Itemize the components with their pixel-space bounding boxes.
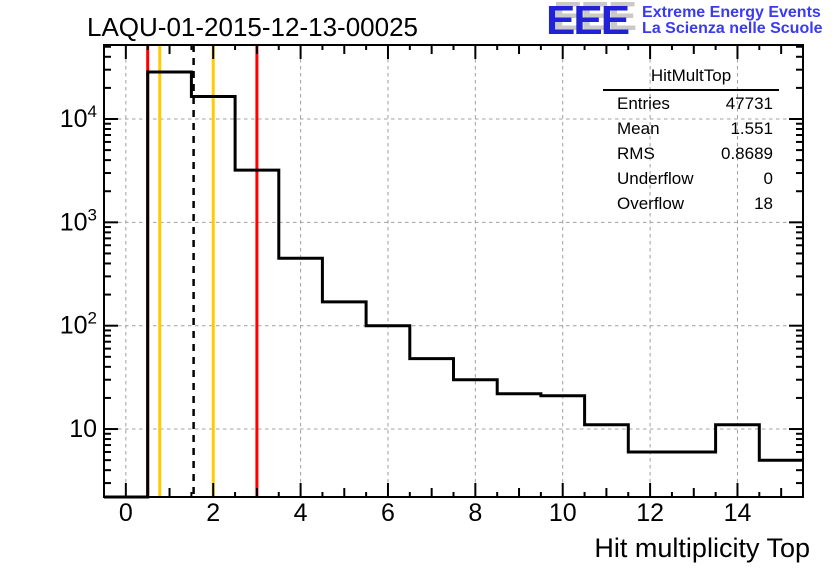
x-tick-labels: 0 2 4 6 8 10 12 14 [119,499,752,527]
stats-label: Underflow [617,169,694,188]
stats-row-underflow: Underflow 0 [603,166,779,191]
svg-text:103: 103 [60,205,97,236]
stats-label: Mean [617,119,660,138]
stats-label: Entries [617,94,670,113]
svg-text:12: 12 [636,499,664,527]
eee-logo-text: Extreme Energy Events La Scienza nelle S… [642,2,823,37]
svg-text:0: 0 [119,499,133,527]
eee-logo-letters: EEE [546,0,630,44]
svg-text:10: 10 [549,499,577,527]
y-tick-labels: 10 102 103 104 [60,102,97,443]
svg-text:2: 2 [206,499,220,527]
stats-value: 18 [754,194,773,213]
svg-text:14: 14 [724,499,752,527]
axis-ticks [104,45,803,497]
stats-label: RMS [617,144,655,163]
stats-value: 47731 [725,94,773,113]
eee-logo-line2: La Scienza nelle Scuole [642,20,823,37]
eee-logo-line1: Extreme Energy Events [642,4,821,21]
svg-text:10: 10 [69,415,97,443]
page-title: LAQU-01-2015-12-13-00025 [87,12,418,42]
stats-value: 1.551 [730,119,773,138]
svg-text:4: 4 [294,499,308,527]
stats-row-rms: RMS 0.8689 [603,141,779,166]
stats-value: 0 [763,169,773,188]
stats-box: HitMultTop Entries 47731 Mean 1.551 RMS … [603,66,779,216]
svg-text:8: 8 [468,499,482,527]
stats-row-overflow: Overflow 18 [603,191,779,216]
stats-row-entries: Entries 47731 [603,91,779,116]
svg-text:6: 6 [381,499,395,527]
stats-label: Overflow [617,194,685,213]
svg-text:104: 104 [60,102,97,133]
stats-value: 0.8689 [721,144,773,163]
stats-row-mean: Mean 1.551 [603,116,779,141]
x-axis-title: Hit multiplicity Top [594,533,810,563]
histogram-line [104,70,803,499]
stats-box-title: HitMultTop [603,66,779,91]
svg-text:102: 102 [60,309,97,340]
eee-logo: EEE Extreme Energy Events La Scienza nel… [546,0,823,44]
